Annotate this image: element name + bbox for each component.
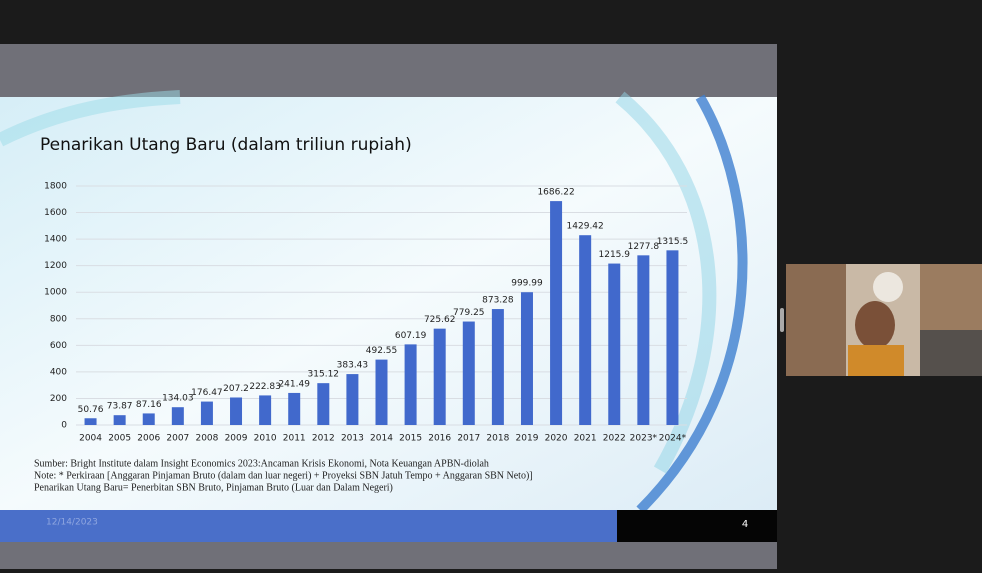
value-label: 779.25	[453, 308, 485, 318]
bar	[462, 321, 475, 425]
x-tick-label: 2009	[225, 434, 248, 444]
bar	[520, 292, 533, 425]
x-tick-label: 2010	[254, 434, 277, 444]
value-label: 207.2	[223, 384, 249, 394]
value-label: 725.62	[424, 315, 456, 325]
y-tick-label: 1000	[44, 288, 67, 298]
y-tick-label: 1400	[44, 235, 67, 245]
y-tick-label: 1600	[44, 208, 67, 218]
x-tick-label: 2004	[79, 434, 102, 444]
value-label: 87.16	[136, 400, 162, 410]
x-tick-label: 2012	[312, 434, 335, 444]
value-label: 176.47	[191, 388, 223, 398]
bar	[259, 395, 272, 425]
slide	[0, 97, 777, 510]
x-tick-label: 2022	[603, 434, 626, 444]
x-tick-label: 2019	[516, 434, 539, 444]
bar	[666, 250, 679, 425]
decor-arc	[0, 90, 181, 147]
value-label: 73.87	[107, 402, 133, 412]
bar	[113, 415, 126, 425]
decor-arc	[615, 91, 717, 474]
value-label: 241.49	[278, 379, 310, 389]
value-label: 999.99	[511, 279, 543, 289]
bar	[317, 383, 330, 425]
footer-bar	[0, 510, 617, 542]
x-tick-label: 2014	[370, 434, 393, 444]
bar	[346, 374, 359, 425]
bar	[404, 344, 417, 425]
bar	[608, 263, 621, 425]
splitter[interactable]	[780, 308, 784, 332]
x-tick-label: 2007	[166, 434, 189, 444]
value-label: 492.55	[366, 346, 398, 356]
y-tick-label: 1200	[44, 261, 67, 271]
decor-arc	[636, 94, 748, 514]
bar	[637, 255, 650, 425]
y-tick-label: 1800	[44, 182, 67, 192]
bar	[288, 392, 301, 425]
bar	[200, 401, 213, 425]
bar	[375, 359, 388, 425]
y-tick-label: 800	[50, 314, 67, 324]
x-tick-label: 2015	[399, 434, 422, 444]
bar	[550, 201, 563, 425]
chart: 0 200 400 600 800 1000 1200 1400 1600 1800 2004 50.…	[44, 182, 688, 444]
value-label: 1277.8	[628, 242, 660, 252]
value-label: 50.76	[78, 405, 104, 415]
chart-title: Penarikan Utang Baru (dalam triliun rupi…	[40, 135, 412, 155]
bar	[433, 328, 446, 425]
x-tick-label: 2020	[545, 434, 568, 444]
y-tick-label: 600	[50, 341, 67, 351]
x-tick-label: 2013	[341, 434, 364, 444]
bar	[230, 397, 243, 425]
page-number: 4	[742, 519, 748, 530]
x-tick-label: 2005	[108, 434, 131, 444]
value-label: 1686.22	[537, 188, 574, 198]
x-tick-label: 2024*	[659, 434, 687, 444]
value-label: 1315.5	[657, 237, 689, 247]
y-tick-label: 0	[61, 421, 67, 431]
x-tick-label: 2017	[457, 434, 480, 444]
x-tick-label: 2021	[574, 434, 597, 444]
value-label: 222.83	[249, 382, 281, 392]
x-tick-label: 2018	[486, 434, 509, 444]
bar	[171, 407, 184, 425]
x-tick-label: 2023*	[630, 434, 658, 444]
note: Note: * Perkiraan [Anggaran Pinjaman Bru…	[34, 470, 533, 481]
note: Sumber: Bright Institute dalam Insight E…	[34, 458, 489, 469]
y-tick-label: 200	[50, 394, 67, 404]
value-label: 383.43	[337, 361, 369, 371]
bar	[579, 235, 592, 425]
value-label: 134.03	[162, 394, 194, 404]
note: Penarikan Utang Baru= Penerbitan SBN Bru…	[34, 482, 393, 493]
value-label: 1429.42	[567, 222, 604, 232]
x-tick-label: 2011	[283, 434, 306, 444]
value-label: 873.28	[482, 296, 514, 306]
webcam	[786, 264, 982, 376]
x-tick-label: 2006	[137, 434, 160, 444]
value-label: 607.19	[395, 331, 427, 341]
x-tick-label: 2016	[428, 434, 451, 444]
bar	[84, 418, 97, 425]
bar	[491, 309, 504, 425]
footer-page	[617, 510, 777, 542]
y-tick-label: 400	[50, 367, 67, 377]
bar	[142, 413, 155, 425]
value-label: 1215.9	[599, 250, 631, 260]
value-label: 315.12	[308, 370, 340, 380]
x-tick-label: 2008	[195, 434, 218, 444]
slide-date: 12/14/2023	[46, 518, 98, 528]
